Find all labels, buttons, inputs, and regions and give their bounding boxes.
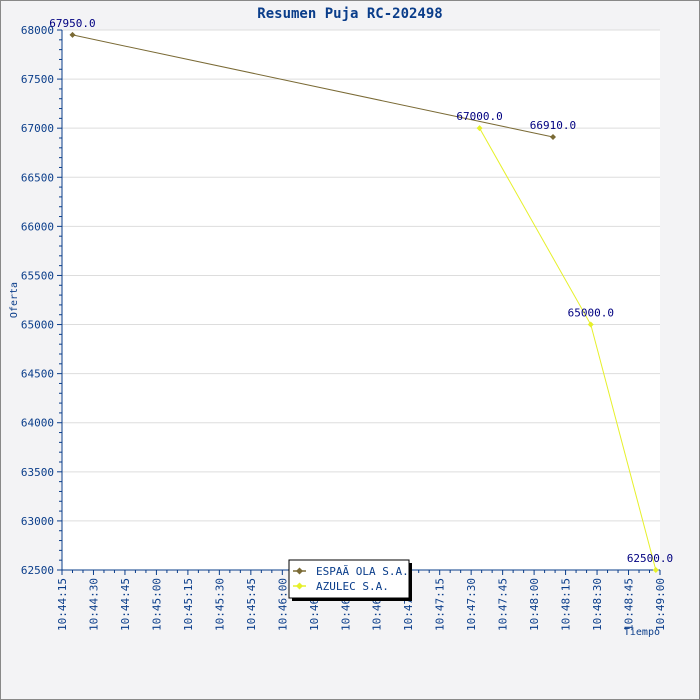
x-tick-label: 10:44:15: [56, 578, 69, 631]
x-tick-label: 10:45:00: [150, 578, 163, 631]
y-axis-label: Oferta: [9, 282, 20, 318]
legend-marker: [296, 567, 303, 575]
legend-marker: [296, 582, 303, 590]
data-label: 66910.0: [530, 119, 576, 132]
chart-title: Resumen Puja RC-202498: [257, 6, 442, 22]
y-tick-label: 64000: [21, 417, 54, 430]
y-tick-label: 65500: [21, 269, 54, 282]
plot-area: [62, 30, 660, 570]
y-tick-label: 67000: [21, 122, 54, 135]
x-axis-label: Tiempo: [624, 627, 660, 638]
x-tick-label: 10:48:45: [623, 578, 636, 631]
y-tick-label: 66000: [21, 220, 54, 233]
legend: ESPAÃ OLA S.A. AZULEC S.A.: [288, 559, 412, 601]
data-label: 65000.0: [568, 307, 614, 320]
data-point: [476, 125, 483, 132]
data-point: [69, 31, 76, 38]
x-tick-label: 10:45:30: [213, 578, 226, 631]
x-tick-label: 10:44:45: [119, 578, 132, 631]
legend-entry: ESPAÃ OLA S.A.: [316, 565, 409, 578]
y-tick-label: 63000: [21, 515, 54, 528]
y-tick-label: 65000: [21, 319, 54, 332]
y-tick-label: 67500: [21, 73, 54, 86]
x-tick-label: 10:47:15: [434, 578, 447, 631]
x-tick-label: 10:45:15: [182, 578, 195, 631]
x-tick-label: 10:48:30: [591, 578, 604, 631]
data-label: 67950.0: [49, 17, 95, 30]
x-tick-label: 10:48:00: [528, 578, 541, 631]
y-tick-label: 62500: [21, 564, 54, 577]
x-tick-label: 10:44:30: [87, 578, 100, 631]
data-label: 67000.0: [456, 110, 502, 123]
x-tick-label: 10:45:45: [245, 578, 258, 631]
data-point: [549, 134, 556, 141]
series-line-0: [72, 34, 554, 138]
y-tick-label: 66500: [21, 171, 54, 184]
x-tick-label: 10:49:00: [654, 578, 667, 631]
x-tick-label: 10:47:30: [465, 578, 478, 631]
y-tick-label: 68000: [21, 24, 54, 37]
x-tick-label: 10:46:00: [276, 578, 289, 631]
data-label: 62500.0: [627, 552, 673, 565]
x-tick-label: 10:48:15: [560, 578, 573, 631]
y-tick-label: 64500: [21, 368, 54, 381]
legend-entry: AZULEC S.A.: [316, 580, 389, 593]
x-tick-label: 10:47:45: [497, 578, 510, 631]
data-point: [587, 321, 594, 328]
data-point: [652, 567, 659, 573]
y-tick-label: 63500: [21, 466, 54, 479]
legend-box: [288, 559, 410, 599]
